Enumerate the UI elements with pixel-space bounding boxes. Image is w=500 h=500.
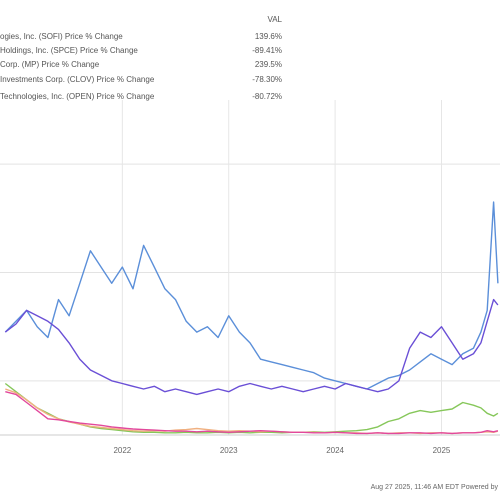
legend-value-clov: -78.30%: [252, 75, 282, 84]
series-layer: [4, 201, 499, 435]
legend-entry-open: Technologies, Inc. (OPEN) Price % Change: [0, 92, 155, 101]
legend: VAL ogies, Inc. (SOFI) Price % Change 13…: [0, 15, 283, 101]
legend-entry-mp: Corp. (MP) Price % Change: [0, 60, 100, 69]
series-line-0: [4, 201, 499, 390]
x-tick-label-2025: 2025: [433, 446, 451, 455]
chart-grid: [0, 100, 500, 435]
series-line-1: [4, 298, 499, 396]
series-line-2: [4, 382, 499, 434]
chart-footer: Aug 27 2025, 11:46 AM EDT Powered by: [371, 484, 499, 491]
legend-value-sofi: 139.6%: [255, 32, 282, 41]
legend-value-mp: 239.5%: [255, 60, 282, 69]
legend-value-spce: -89.41%: [252, 46, 282, 55]
x-tick-label-2024: 2024: [326, 446, 344, 455]
legend-value-open: -80.72%: [252, 92, 282, 101]
x-tick-label-2022: 2022: [113, 446, 131, 455]
x-tick-label-2023: 2023: [220, 446, 238, 455]
legend-entry-sofi: ogies, Inc. (SOFI) Price % Change: [0, 32, 123, 41]
legend-entry-spce: Holdings, Inc. (SPCE) Price % Change: [0, 46, 138, 55]
series-line-3: [5, 391, 499, 435]
x-axis: 2022 2023 2024 2025: [0, 434, 500, 455]
legend-entry-clov: Investments Corp. (CLOV) Price % Change: [0, 75, 155, 84]
legend-header: VAL: [267, 15, 282, 24]
